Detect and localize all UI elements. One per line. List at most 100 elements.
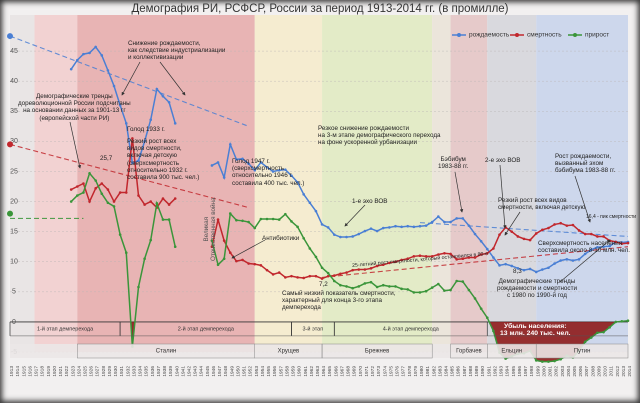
data-point bbox=[149, 118, 153, 122]
data-point bbox=[467, 288, 471, 292]
data-point bbox=[498, 264, 501, 267]
data-point bbox=[461, 217, 465, 220]
data-point bbox=[534, 359, 538, 362]
data-point bbox=[7, 33, 13, 40]
x-tick-label: 2014 bbox=[627, 366, 633, 377]
x-tick-label: 1939 bbox=[168, 366, 174, 377]
phase-label: 2-й этап демперехода bbox=[178, 325, 235, 332]
data-point bbox=[461, 280, 465, 283]
data-point bbox=[332, 274, 336, 277]
data-point bbox=[437, 282, 440, 286]
x-tick-label: 1942 bbox=[187, 366, 193, 377]
data-point bbox=[173, 197, 177, 200]
data-point bbox=[375, 264, 379, 268]
arrow bbox=[344, 204, 366, 227]
x-tick-label: 1991 bbox=[486, 366, 492, 377]
legend-label: прирост bbox=[585, 32, 609, 39]
data-point bbox=[235, 158, 238, 161]
period-band bbox=[432, 15, 451, 352]
data-point bbox=[124, 122, 128, 125]
x-tick-label: 1985 bbox=[450, 366, 456, 377]
data-point bbox=[345, 235, 348, 239]
leader-label: Хрущев bbox=[278, 349, 300, 355]
x-tick-label: 2002 bbox=[554, 366, 560, 377]
data-point bbox=[357, 232, 361, 236]
x-tick-label: 1918 bbox=[40, 366, 46, 377]
data-point bbox=[76, 58, 79, 62]
data-point bbox=[143, 257, 146, 261]
data-point bbox=[559, 259, 562, 262]
data-point bbox=[437, 253, 440, 256]
leader-range bbox=[321, 343, 433, 359]
data-point bbox=[589, 232, 593, 236]
data-point bbox=[228, 251, 232, 255]
leader-range bbox=[535, 343, 629, 359]
data-point bbox=[155, 87, 159, 91]
data-point bbox=[277, 271, 281, 274]
data-point bbox=[492, 329, 495, 333]
data-point bbox=[222, 176, 226, 179]
data-point bbox=[137, 159, 140, 162]
data-point bbox=[241, 219, 244, 223]
data-point bbox=[516, 267, 520, 270]
data-point bbox=[161, 94, 165, 98]
x-tick-label: 1946 bbox=[211, 366, 217, 377]
data-point bbox=[76, 194, 79, 197]
data-point bbox=[222, 239, 226, 242]
data-point bbox=[173, 122, 177, 125]
data-point bbox=[332, 233, 336, 236]
y-tick-label: 25 bbox=[10, 168, 18, 175]
data-point bbox=[290, 220, 293, 223]
x-tick-label: 2000 bbox=[541, 366, 547, 377]
x-tick-label: 2006 bbox=[578, 366, 584, 377]
y-tick-label: 45 bbox=[10, 48, 18, 55]
data-point bbox=[284, 168, 287, 171]
arrow bbox=[159, 61, 186, 96]
data-point bbox=[455, 258, 458, 261]
data-point bbox=[69, 67, 73, 71]
data-point bbox=[369, 267, 373, 270]
data-point bbox=[149, 238, 153, 242]
data-point bbox=[437, 215, 440, 218]
data-point bbox=[308, 247, 312, 250]
annotation: Рост рождаемости, вызванный эхом бэбибум… bbox=[555, 153, 616, 175]
x-tick-label: 1982 bbox=[431, 366, 437, 377]
data-point bbox=[302, 276, 306, 280]
data-point bbox=[381, 226, 385, 230]
data-point bbox=[277, 168, 281, 172]
y-tick-label: 35 bbox=[10, 108, 18, 115]
data-point bbox=[76, 185, 79, 188]
data-point bbox=[69, 200, 73, 203]
annotation: Снижение рождаемости, как следствие инду… bbox=[128, 40, 226, 62]
data-point bbox=[626, 241, 630, 245]
data-point bbox=[271, 217, 275, 221]
annotation: 1-е эхо ВОВ bbox=[352, 198, 388, 205]
x-tick-label: 1932 bbox=[125, 366, 131, 377]
y-tick-label: 5 bbox=[12, 289, 16, 296]
legend-marker bbox=[573, 33, 577, 37]
x-tick-label: 1965 bbox=[327, 366, 333, 377]
data-point bbox=[559, 221, 562, 225]
data-point bbox=[161, 218, 165, 221]
x-tick-label: 1935 bbox=[144, 366, 150, 377]
data-point bbox=[363, 229, 367, 233]
data-point bbox=[228, 143, 232, 146]
x-tick-label: 1955 bbox=[266, 366, 272, 377]
data-point bbox=[547, 226, 550, 230]
data-point bbox=[320, 223, 324, 226]
x-tick-label: 1995 bbox=[511, 366, 517, 377]
data-point bbox=[143, 203, 146, 206]
x-tick-label: 2007 bbox=[584, 366, 590, 377]
x-tick-label: 1930 bbox=[113, 366, 119, 377]
data-point bbox=[241, 258, 244, 262]
x-tick-label: 1949 bbox=[229, 366, 235, 377]
phase-label: 3-й этап bbox=[303, 325, 324, 332]
data-point bbox=[492, 256, 495, 259]
x-tick-label: 2012 bbox=[615, 366, 621, 377]
data-point bbox=[608, 244, 611, 248]
data-point bbox=[541, 268, 544, 271]
data-point bbox=[449, 288, 452, 292]
data-point bbox=[485, 252, 489, 255]
data-point bbox=[124, 251, 128, 255]
period-band bbox=[487, 15, 537, 352]
